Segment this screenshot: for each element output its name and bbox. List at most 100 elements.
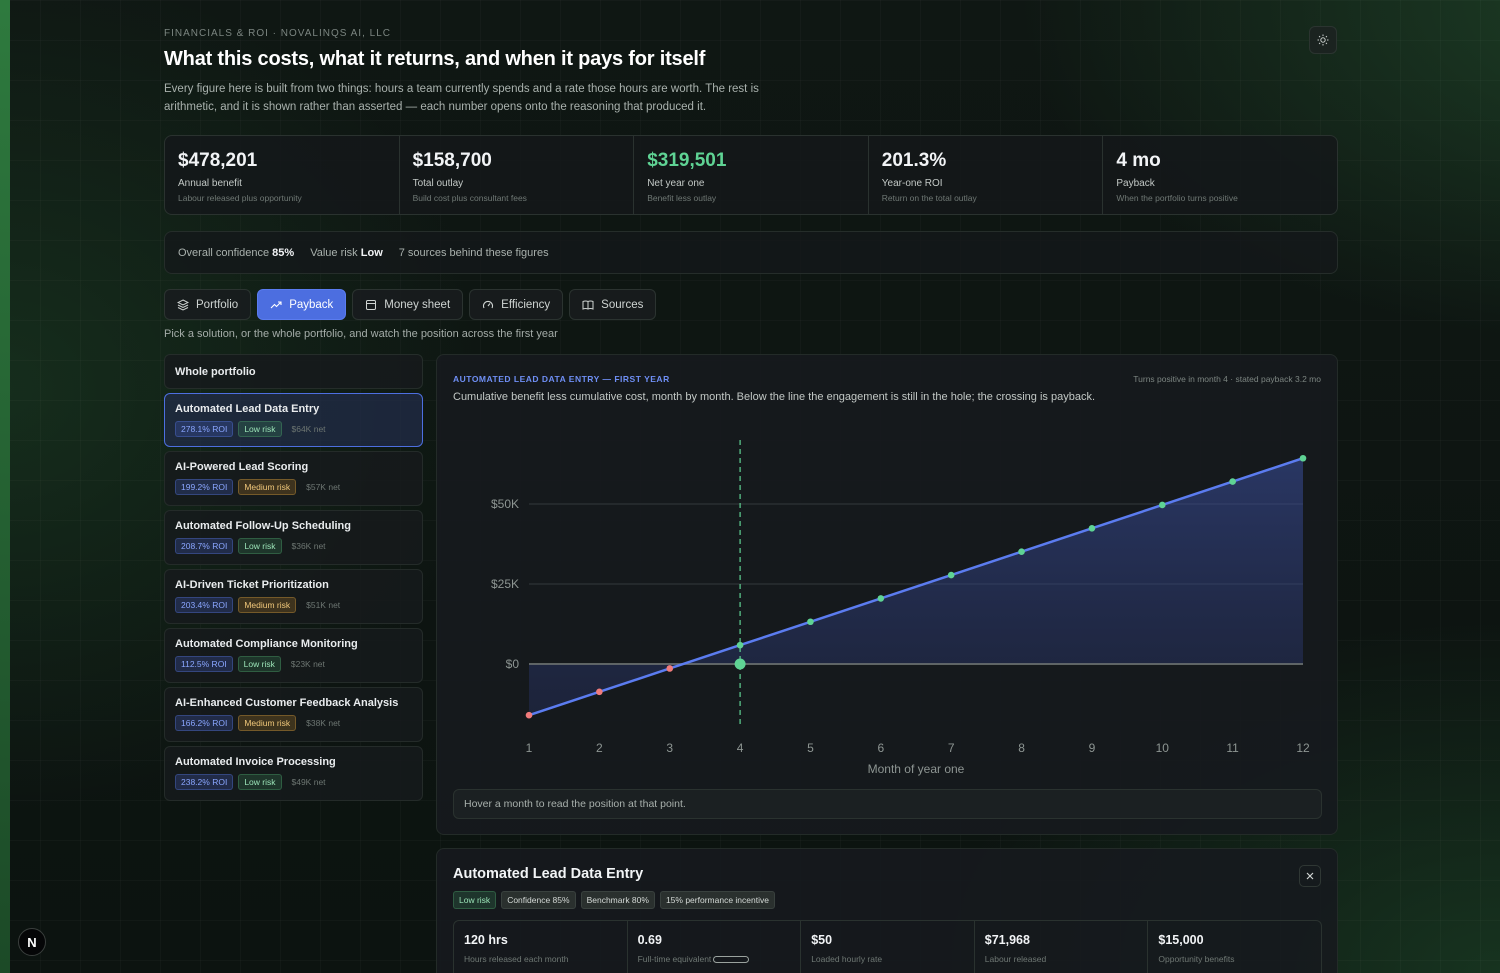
kpi-value: $319,501	[647, 150, 727, 171]
overall-confidence: Overall confidence 85%	[178, 246, 295, 259]
solution-name: AI-Powered Lead Scoring	[175, 461, 309, 473]
risk-badge: Low risk	[238, 538, 282, 554]
tab-sources[interactable]: Sources	[569, 289, 657, 320]
sheet-icon	[366, 299, 377, 310]
risk-tag: Low risk	[453, 891, 497, 909]
solution-name: Automated Invoice Processing	[175, 756, 336, 768]
solution-name: Automated Compliance Monitoring	[175, 638, 358, 650]
roi-badge: 203.4% ROI	[175, 597, 234, 613]
tab-efficiency[interactable]: Efficiency	[469, 289, 564, 320]
kpi-sub: Build cost plus consultant fees	[412, 193, 527, 203]
stat-rate: $50 Loaded hourly rate	[801, 921, 975, 973]
x-tick-label: 2	[596, 741, 603, 755]
net-value: $38K net	[306, 718, 341, 728]
series-line	[528, 457, 1304, 717]
x-tick-label: 9	[1089, 741, 1096, 755]
data-point	[666, 665, 674, 672]
chart-description: Cumulative benefit less cumulative cost,…	[453, 391, 1096, 403]
data-point	[877, 595, 885, 602]
data-point	[807, 618, 814, 626]
y-tick-label: $0	[506, 657, 520, 671]
x-tick-label: 1	[526, 741, 533, 755]
confidence-bar: Overall confidence 85% Value risk Low 7 …	[164, 231, 1338, 274]
kpi-value: 4 mo	[1116, 150, 1161, 171]
x-tick-label: 10	[1156, 741, 1170, 755]
data-point	[736, 641, 744, 649]
kpi-sub: Labour released plus opportunity	[178, 193, 302, 203]
x-tick-label: 7	[948, 741, 955, 755]
kpi-label: Payback	[1116, 178, 1155, 189]
page-intro: Every figure here is built from two thin…	[164, 83, 759, 113]
kpi-value: 201.3%	[881, 150, 947, 171]
solution-item[interactable]: AI-Enhanced Customer Feedback Analysis 1…	[164, 687, 423, 742]
roi-badge: 112.5% ROI	[175, 656, 233, 672]
kpi-label: Annual benefit	[178, 178, 242, 189]
book-icon	[582, 300, 594, 310]
close-button[interactable]	[1299, 865, 1321, 887]
theme-toggle-button[interactable]	[1309, 26, 1337, 54]
kpi-payback[interactable]: 4 mo Payback When the portfolio turns po…	[1103, 136, 1337, 214]
gauge-icon	[483, 300, 494, 308]
risk-badge: Medium risk	[238, 479, 297, 495]
incentive-tag: 15% performance incentive	[659, 891, 775, 909]
fte-bar-icon	[713, 955, 750, 963]
kpi-strip: $478,201 Annual benefit Labour released …	[164, 135, 1338, 215]
data-point	[1018, 548, 1025, 555]
tab-portfolio[interactable]: Portfolio	[164, 289, 252, 320]
chart-eyebrow: AUTOMATED LEAD DATA ENTRY — FIRST YEAR	[453, 374, 670, 384]
x-tick-label: 12	[1296, 741, 1310, 755]
hover-readout: Hover a month to read the position at th…	[453, 789, 1322, 819]
kpi-sub: When the portfolio turns positive	[1116, 193, 1238, 203]
kpi-sub: Benefit less outlay	[647, 193, 717, 203]
risk-badge: Low risk	[237, 656, 281, 672]
kpi-label: Total outlay	[412, 178, 464, 189]
risk-badge: Low risk	[238, 421, 282, 437]
trending-up-icon	[270, 300, 282, 308]
kpi-year-one-roi[interactable]: 201.3% Year-one ROI Return on the total …	[869, 136, 1104, 214]
data-point	[1299, 454, 1307, 462]
net-value: $49K net	[291, 777, 326, 787]
value-risk: Value risk Low	[310, 246, 383, 259]
stat-fte: 0.69 Full-time equivalent	[628, 921, 802, 973]
roi-badge: 278.1% ROI	[175, 421, 234, 437]
net-value: $36K net	[291, 541, 326, 551]
app-badge[interactable]: N	[18, 928, 46, 956]
solution-name: Automated Follow-Up Scheduling	[175, 520, 351, 532]
payback-chart-card: $0 $25K $50K 1 2 3 4 5 6 7 8 9 10 11 12 Month of year o…	[436, 354, 1338, 835]
roi-badge: 208.7% ROI	[175, 538, 234, 554]
tab-payback[interactable]: Payback	[257, 289, 347, 320]
x-tick-label: 5	[807, 741, 814, 755]
whole-portfolio-item[interactable]: Whole portfolio	[164, 354, 423, 389]
close-icon	[1306, 872, 1314, 880]
data-point	[596, 688, 603, 696]
tab-hint: Pick a solution, or the whole portfolio,…	[164, 328, 558, 340]
y-tick-label: $25K	[491, 577, 519, 591]
roi-badge: 166.2% ROI	[175, 715, 234, 731]
x-axis-label: Month of year one	[868, 762, 965, 776]
x-tick-label: 3	[666, 741, 673, 755]
tab-money-sheet[interactable]: Money sheet	[352, 289, 464, 320]
kpi-annual-benefit[interactable]: $478,201 Annual benefit Labour released …	[165, 136, 400, 214]
data-point	[1088, 525, 1096, 532]
risk-badge: Medium risk	[238, 715, 297, 731]
solution-item[interactable]: AI-Driven Ticket Prioritization 203.4% R…	[164, 569, 423, 624]
solution-item[interactable]: Automated Compliance Monitoring 112.5% R…	[164, 628, 423, 683]
net-value: $57K net	[306, 482, 341, 492]
stat-labour: $71,968 Labour released	[975, 921, 1149, 973]
stat-hours: 120 hrs Hours released each month	[454, 921, 628, 973]
solution-item[interactable]: Automated Lead Data Entry 278.1% ROI Low …	[164, 393, 423, 447]
benchmark-tag: Benchmark 80%	[580, 891, 655, 909]
solution-item[interactable]: AI-Powered Lead Scoring 199.2% ROI Medium…	[164, 451, 423, 506]
kpi-net-year-one[interactable]: $319,501 Net year one Benefit less outla…	[634, 136, 869, 214]
kpi-total-outlay[interactable]: $158,700 Total outlay Build cost plus co…	[400, 136, 635, 214]
page-eyebrow: FINANCIALS & ROI · NOVALINQS AI, LLC	[164, 28, 391, 39]
solution-item[interactable]: Automated Follow-Up Scheduling 208.7% RO…	[164, 510, 423, 565]
kpi-value: $478,201	[178, 150, 258, 171]
x-tick-label: 6	[877, 741, 884, 755]
sources-count[interactable]: 7 sources behind these figures	[398, 246, 549, 259]
solution-item[interactable]: Automated Invoice Processing 238.2% ROI L…	[164, 746, 423, 801]
solution-name: AI-Driven Ticket Prioritization	[175, 579, 329, 591]
chart-note: Turns positive in month 4 · stated payba…	[1133, 374, 1321, 384]
solution-name: Automated Lead Data Entry	[175, 403, 320, 415]
